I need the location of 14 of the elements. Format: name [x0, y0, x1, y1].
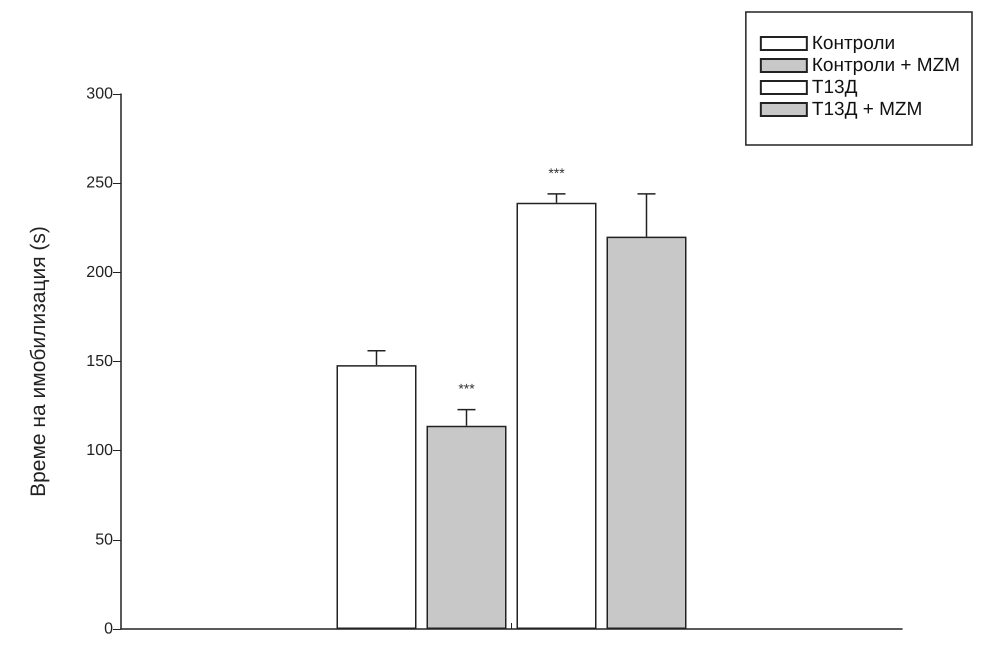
data-label: ***: [458, 380, 476, 397]
y-axis-title: Време на имобилизация (s): [27, 226, 50, 497]
y-tick-label: 300: [86, 86, 114, 102]
data-label: ***: [548, 164, 566, 181]
legend-label: Т13Д: [812, 77, 858, 98]
y-tick-label: 250: [86, 174, 114, 192]
legend-label: Контроли: [812, 33, 896, 54]
y-tick-label: 50: [95, 531, 114, 548]
y-tick-label: 0: [104, 620, 114, 638]
y-tick-label: 150: [86, 353, 114, 370]
y-tick-label: 200: [86, 264, 114, 281]
y-tick-label: 100: [86, 442, 114, 460]
legend-label: Контроли + MZM: [812, 55, 960, 76]
legend-label: Т13Д + MZM: [812, 99, 922, 120]
